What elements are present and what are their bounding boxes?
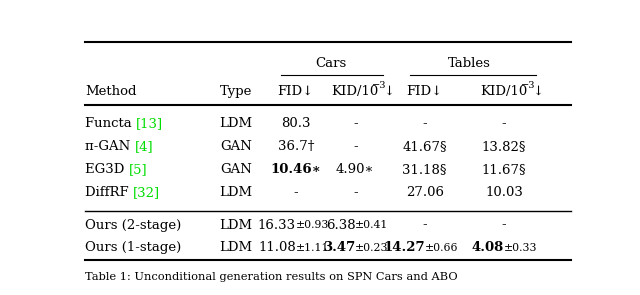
Text: Ours (2-stage): Ours (2-stage)	[85, 219, 181, 232]
Text: 27.06: 27.06	[406, 186, 444, 199]
Text: Table 1: Unconditional generation results on SPN Cars and ABO: Table 1: Unconditional generation result…	[85, 272, 458, 282]
Text: GAN: GAN	[220, 140, 252, 153]
Text: LDM: LDM	[220, 219, 253, 232]
Text: 14.27: 14.27	[383, 241, 425, 254]
Text: ±0.41: ±0.41	[355, 220, 388, 230]
Text: 11.08: 11.08	[258, 241, 296, 254]
Text: Cars: Cars	[315, 57, 346, 70]
Text: FID↓: FID↓	[278, 85, 314, 98]
Text: -: -	[353, 186, 358, 199]
Text: Method: Method	[85, 85, 136, 98]
Text: [5]: [5]	[129, 163, 147, 176]
Text: ↓: ↓	[383, 85, 395, 98]
Text: [32]: [32]	[133, 186, 160, 199]
Text: −3: −3	[520, 81, 535, 90]
Text: [4]: [4]	[134, 140, 153, 153]
Text: 10.46∗: 10.46∗	[270, 163, 321, 176]
Text: -: -	[422, 219, 427, 232]
Text: Type: Type	[220, 85, 252, 98]
Text: ↓: ↓	[532, 85, 543, 98]
Text: [13]: [13]	[136, 117, 163, 130]
Text: 16.33: 16.33	[258, 219, 296, 232]
Text: FID↓: FID↓	[406, 85, 443, 98]
Text: 11.67§: 11.67§	[482, 163, 526, 176]
Text: -: -	[502, 219, 506, 232]
Text: LDM: LDM	[220, 117, 253, 130]
Text: EG3D: EG3D	[85, 163, 129, 176]
Text: KID/10: KID/10	[481, 85, 528, 98]
Text: Tables: Tables	[448, 57, 491, 70]
Text: 4.08: 4.08	[472, 241, 504, 254]
Text: Functa: Functa	[85, 117, 136, 130]
Text: 31.18§: 31.18§	[403, 163, 447, 176]
Text: LDM: LDM	[220, 186, 253, 199]
Text: -: -	[353, 117, 358, 130]
Text: DiffRF: DiffRF	[85, 186, 133, 199]
Text: LDM: LDM	[220, 241, 253, 254]
Text: 13.82§: 13.82§	[482, 140, 526, 153]
Text: -: -	[422, 117, 427, 130]
Text: ±0.23: ±0.23	[355, 243, 388, 253]
Text: 3.47: 3.47	[323, 241, 355, 254]
Text: 4.90∗: 4.90∗	[336, 163, 374, 176]
Text: GAN: GAN	[220, 163, 252, 176]
Text: π-GAN: π-GAN	[85, 140, 134, 153]
Text: 36.7†: 36.7†	[278, 140, 314, 153]
Text: -: -	[502, 117, 506, 130]
Text: 10.03: 10.03	[485, 186, 523, 199]
Text: 41.67§: 41.67§	[403, 140, 447, 153]
Text: −3: −3	[372, 81, 386, 90]
Text: 80.3: 80.3	[281, 117, 310, 130]
Text: ±1.11: ±1.11	[296, 243, 329, 253]
Text: Ours (1-stage): Ours (1-stage)	[85, 241, 181, 254]
Text: 6.38: 6.38	[326, 219, 355, 232]
Text: -: -	[353, 140, 358, 153]
Text: KID/10: KID/10	[332, 85, 379, 98]
Text: ±0.93: ±0.93	[296, 220, 329, 230]
Text: ±0.66: ±0.66	[425, 243, 458, 253]
Text: ±0.33: ±0.33	[504, 243, 538, 253]
Text: -: -	[294, 186, 298, 199]
